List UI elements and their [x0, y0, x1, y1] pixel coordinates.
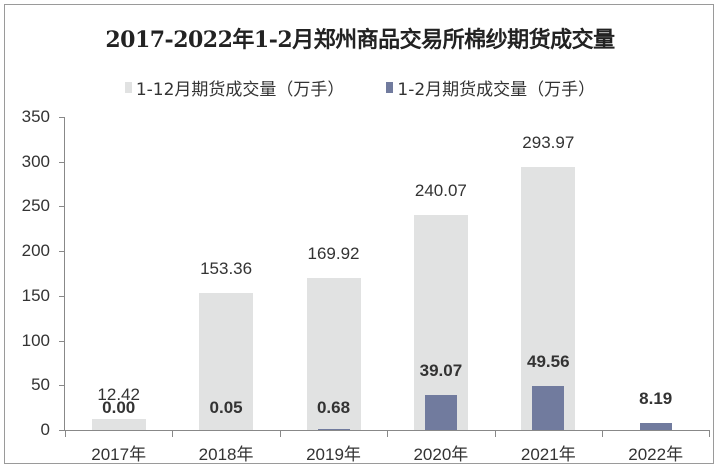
x-tick [172, 430, 174, 437]
y-tick [59, 206, 65, 208]
value-label-annual: 240.07 [414, 181, 467, 201]
bar-annual [306, 278, 361, 430]
value-label-janfeb: 0.68 [316, 398, 351, 417]
y-tick-label: 50 [31, 375, 50, 395]
value-label-annual: 153.36 [200, 258, 253, 278]
y-tick [59, 295, 65, 297]
y-tick [59, 385, 65, 387]
y-tick [59, 430, 65, 431]
x-axis [64, 430, 710, 431]
x-tick [709, 430, 711, 437]
legend-item-janfeb: 1-2月期货成交量（万手） [386, 75, 595, 100]
value-label-annual: 293.97 [522, 133, 575, 153]
value-label-janfeb: 8.19 [639, 388, 673, 408]
bar-annual [199, 292, 254, 430]
y-tick [59, 251, 65, 253]
x-tick [279, 430, 281, 437]
value-label-janfeb: 49.56 [527, 351, 570, 371]
bar-annual [91, 418, 146, 430]
bar-janfeb [424, 395, 457, 430]
chart-title: 2017-2022年1-2月郑州商品交易所棉纱期货成交量 [105, 27, 615, 53]
value-label-janfeb: 0.05 [209, 398, 243, 417]
legend-label-janfeb: 1-2月期货成交量（万手） [397, 80, 596, 100]
y-tick-label: 0 [40, 420, 50, 439]
y-tick [59, 340, 65, 342]
y-tick-label: 100 [21, 330, 50, 350]
x-tick [65, 430, 66, 437]
bar-annual [413, 215, 468, 430]
y-tick-label: 300 [21, 151, 50, 171]
x-tick [494, 430, 496, 437]
bar-janfeb [639, 422, 672, 430]
y-tick [59, 117, 65, 118]
y-tick [59, 161, 65, 163]
plot-area: 0 50 100 150 200 250 300 350 2017年 12.42 0.00 2018年… [21, 107, 711, 464]
y-tick-label: 150 [21, 285, 50, 305]
y-axis [64, 117, 65, 431]
y-tick-label: 250 [21, 196, 50, 216]
y-tick-label: 350 [21, 107, 50, 126]
x-tick [602, 430, 603, 437]
y-tick-label: 200 [21, 241, 50, 261]
bar-janfeb [532, 385, 565, 430]
legend-item-annual: 1-12月期货成交量（万手） [124, 75, 345, 100]
value-label-annual: 12.42 [97, 384, 140, 404]
value-label-janfeb: 0.00 [102, 398, 136, 417]
value-label-janfeb: 39.07 [419, 361, 463, 381]
value-label-annual: 169.92 [307, 244, 360, 264]
legend-swatch-annual [124, 82, 132, 93]
legend: 1-12月期货成交量（万手） 1-2月期货成交量（万手） [0, 75, 720, 100]
legend-label-annual: 1-12月期货成交量（万手） [135, 80, 345, 100]
bar-janfeb [317, 429, 350, 430]
x-tick [387, 430, 389, 437]
legend-swatch-janfeb [386, 82, 394, 93]
